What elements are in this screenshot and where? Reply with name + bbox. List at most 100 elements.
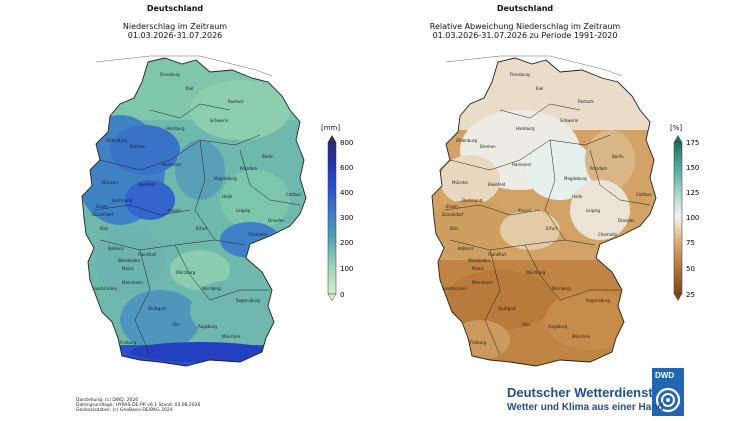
city-label: Münster (452, 180, 469, 185)
city-label: Schwerin (560, 118, 579, 123)
colorbar-tick: 125 (686, 189, 699, 197)
city-label: Halle (572, 194, 583, 199)
colorbar-extend-top (674, 135, 682, 142)
city-label: Bielefeld (488, 182, 506, 187)
colorbar-extend-top (328, 135, 336, 142)
city-label: Chemnitz (248, 232, 267, 237)
city-label: Dortmund (112, 198, 133, 203)
right-city-labels: Flensburg Kiel Rostock Schwerin Hamburg … (442, 72, 652, 345)
colorbar-tick: 600 (340, 164, 353, 172)
city-label: Flensburg (510, 72, 530, 77)
city-label: Würzburg (526, 270, 546, 275)
city-label: Chemnitz (598, 232, 617, 237)
dwd-logo-swirl-icon (655, 387, 681, 413)
brand-name: Deutscher Wetterdienst (507, 385, 653, 400)
colorbar-tick: 300 (340, 214, 353, 222)
city-label: Schwerin (210, 118, 229, 123)
credit-line: Geobasisdaten: (c) GeoBasis-DE/BKG 2024 (76, 408, 173, 413)
city-label: Würzburg (176, 270, 196, 275)
dwd-logo-text: DWD (655, 371, 675, 380)
city-label: Ulm (522, 322, 530, 327)
city-label: Kassel (168, 208, 181, 213)
colorbar-tick: 200 (340, 239, 353, 247)
city-label: Freiburg (120, 340, 137, 345)
city-label: Berlin (262, 154, 274, 159)
city-label: Mainz (472, 266, 484, 271)
colorbar-extend-bottom (327, 293, 337, 302)
city-label: Saarbrücken (442, 286, 468, 291)
credit-line: Datengrundlage: HYRAS-DE-PR v6.1 Stand: … (76, 403, 201, 408)
city-label: Nürnberg (552, 286, 571, 291)
city-label: Düsseldorf (442, 212, 464, 217)
left-map-subtitle-1: Niederschlag im Zeitraum (122, 22, 228, 31)
city-label: Bremen (480, 144, 496, 149)
credits: Darstellung: (c) DWD, 2026 Datengrundlag… (76, 398, 200, 413)
credit-line: Darstellung: (c) DWD, 2026 (76, 398, 139, 403)
city-label: Dresden (268, 218, 285, 223)
city-label: Potsdam (240, 166, 257, 171)
city-label: Wiesbaden (468, 258, 491, 263)
city-label: Bremen (130, 144, 146, 149)
city-label: Stuttgart (498, 306, 516, 311)
city-label: Wiesbaden (118, 258, 141, 263)
city-label: Flensburg (160, 72, 180, 77)
city-label: Nürnberg (202, 286, 221, 291)
city-label: Magdeburg (214, 176, 237, 181)
right-map-title: Deutschland (496, 4, 554, 13)
city-label: Düsseldorf (92, 212, 114, 217)
colorbar-tick: 25 (686, 291, 695, 299)
city-label: Ulm (172, 322, 180, 327)
city-label: Bielefeld (138, 182, 156, 187)
colorbar-tick: 150 (686, 164, 699, 172)
city-label: Mainz (122, 266, 134, 271)
city-label: Cottbus (636, 192, 652, 197)
city-label: Koblenz (108, 246, 124, 251)
right-map-subtitle-1: Relative Abweichung Niederschlag im Zeit… (429, 22, 621, 31)
city-label: Berlin (612, 154, 624, 159)
city-label: Rostock (228, 99, 244, 104)
left-precip-map (81, 55, 307, 367)
colorbar-extend-bottom (674, 294, 682, 301)
colorbar-tick: 800 (340, 139, 353, 147)
brand-tagline: Wetter und Klima aus einer Hand (507, 402, 664, 413)
city-label: Augsburg (548, 324, 568, 329)
city-label: Dortmund (462, 198, 483, 203)
city-label: Hannover (162, 162, 182, 167)
right-colorbar: 175 150 125 100 75 50 25 (673, 135, 699, 301)
city-label: Koblenz (458, 246, 474, 251)
city-label: München (572, 334, 591, 339)
city-label: München (222, 334, 241, 339)
city-label: Frankfurt (488, 252, 507, 257)
city-label: Magdeburg (564, 176, 587, 181)
city-label: Mannheim (472, 280, 493, 285)
city-label: Oldenburg (456, 138, 477, 143)
city-label: Rostock (578, 99, 594, 104)
left-city-labels: Flensburg Kiel Rostock Schwerin Hamburg … (92, 72, 302, 345)
city-label: Münster (102, 180, 119, 185)
city-label: Kassel (518, 208, 531, 213)
colorbar-tick: 75 (686, 239, 695, 247)
colorbar-tick: 0 (340, 291, 344, 299)
colorbar-tick: 100 (686, 214, 699, 222)
city-label: Köln (100, 226, 109, 231)
right-colorbar-unit: [%] (670, 124, 683, 132)
city-label: Cottbus (286, 192, 302, 197)
city-label: Erfurt (196, 226, 208, 231)
city-label: Essen (96, 204, 108, 209)
city-label: Halle (222, 194, 233, 199)
city-label: Erfurt (546, 226, 558, 231)
right-map-subtitle-2: 01.03.2026-31.07.2026 zu Periode 1991-20… (432, 31, 618, 40)
city-label: Kiel (186, 86, 193, 91)
city-label: Köln (450, 226, 459, 231)
city-label: Augsburg (198, 324, 218, 329)
city-label: Regensburg (236, 298, 260, 303)
colorbar-tick: 50 (686, 265, 695, 273)
city-label: Leipzig (236, 208, 250, 213)
city-label: Essen (446, 204, 458, 209)
city-label: Regensburg (586, 298, 610, 303)
left-colorbar: 800 600 400 300 200 100 0 (327, 135, 353, 302)
left-map-title: Deutschland (146, 4, 204, 13)
city-label: Leipzig (586, 208, 600, 213)
city-label: Potsdam (590, 166, 607, 171)
